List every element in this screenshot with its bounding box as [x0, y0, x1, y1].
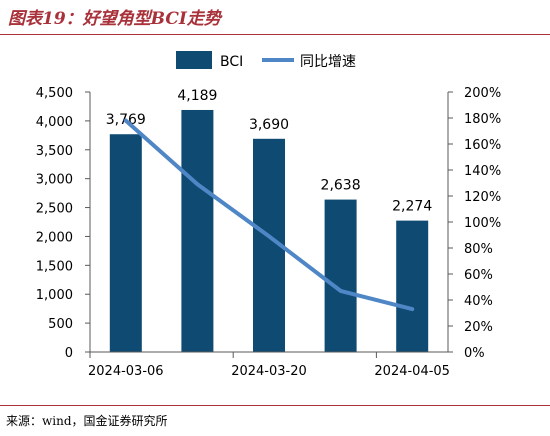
- title-divider: [0, 34, 550, 35]
- right-tick-label: 120%: [464, 190, 501, 205]
- left-tick-label: 3,000: [36, 173, 73, 188]
- chart-axes: [85, 91, 453, 358]
- bar-bci-2: [181, 109, 214, 352]
- right-tick-label: 0%: [464, 346, 485, 361]
- figure-title: 图表19：好望角型BCI走势: [8, 9, 221, 29]
- left-tick-label: 2,500: [36, 202, 73, 217]
- bar-value-label-3: 3,690: [249, 117, 289, 133]
- left-tick-label: 2,000: [36, 230, 73, 245]
- bar-bci-4: [324, 199, 357, 352]
- x-tick-label: 2024-03-20: [231, 364, 307, 379]
- x-tick-label: 2024-03-06: [88, 364, 164, 379]
- left-tick-label: 1,000: [36, 288, 73, 303]
- source-divider: [0, 405, 550, 406]
- left-axis-tick-labels: 0 500 1,000 1,500 2,000 2,500 3,000 3,500 4,000 4…: [36, 86, 73, 361]
- right-axis-tick-labels: 0% 20% 40% 60% 80% 100% 120% 140% 160% 180% 200%: [464, 86, 501, 361]
- right-tick-label: 160%: [464, 138, 501, 153]
- left-tick-label: 4,500: [36, 86, 73, 101]
- left-tick-label: 4,000: [36, 115, 73, 130]
- right-tick-label: 100%: [464, 216, 501, 231]
- left-tick-label: 500: [48, 317, 73, 332]
- bar-value-label-2: 4,189: [177, 88, 217, 104]
- x-tick-label: 2024-04-05: [374, 364, 450, 379]
- line-yoy: [123, 118, 415, 312]
- legend-label-yoy: 同比增速: [300, 54, 356, 70]
- legend-swatch-bci: [176, 51, 212, 69]
- bar-bci-1: [109, 134, 142, 352]
- chart-legend: BCI 同比增速: [176, 51, 356, 70]
- source-note: 来源：wind，国金证券研究所: [6, 414, 168, 428]
- left-tick-label: 1,500: [36, 259, 73, 274]
- left-tick-label: 3,500: [36, 144, 73, 159]
- right-tick-label: 40%: [464, 294, 493, 309]
- bar-value-label-5: 2,274: [392, 199, 432, 215]
- right-tick-label: 180%: [464, 112, 501, 127]
- bar-bci-5: [396, 220, 429, 352]
- x-axis-tick-labels: 2024-03-06 2024-03-20 2024-04-05: [88, 364, 450, 379]
- line-series-yoy: [123, 118, 415, 312]
- right-tick-label: 200%: [464, 86, 501, 101]
- left-tick-label: 0: [65, 346, 73, 361]
- legend-label-bci: BCI: [220, 54, 243, 70]
- right-tick-label: 20%: [464, 320, 493, 335]
- right-tick-label: 60%: [464, 268, 493, 283]
- bar-value-label-4: 2,638: [321, 178, 361, 194]
- right-tick-label: 80%: [464, 242, 493, 257]
- right-tick-label: 140%: [464, 164, 501, 179]
- bar-series-bci: [109, 109, 429, 352]
